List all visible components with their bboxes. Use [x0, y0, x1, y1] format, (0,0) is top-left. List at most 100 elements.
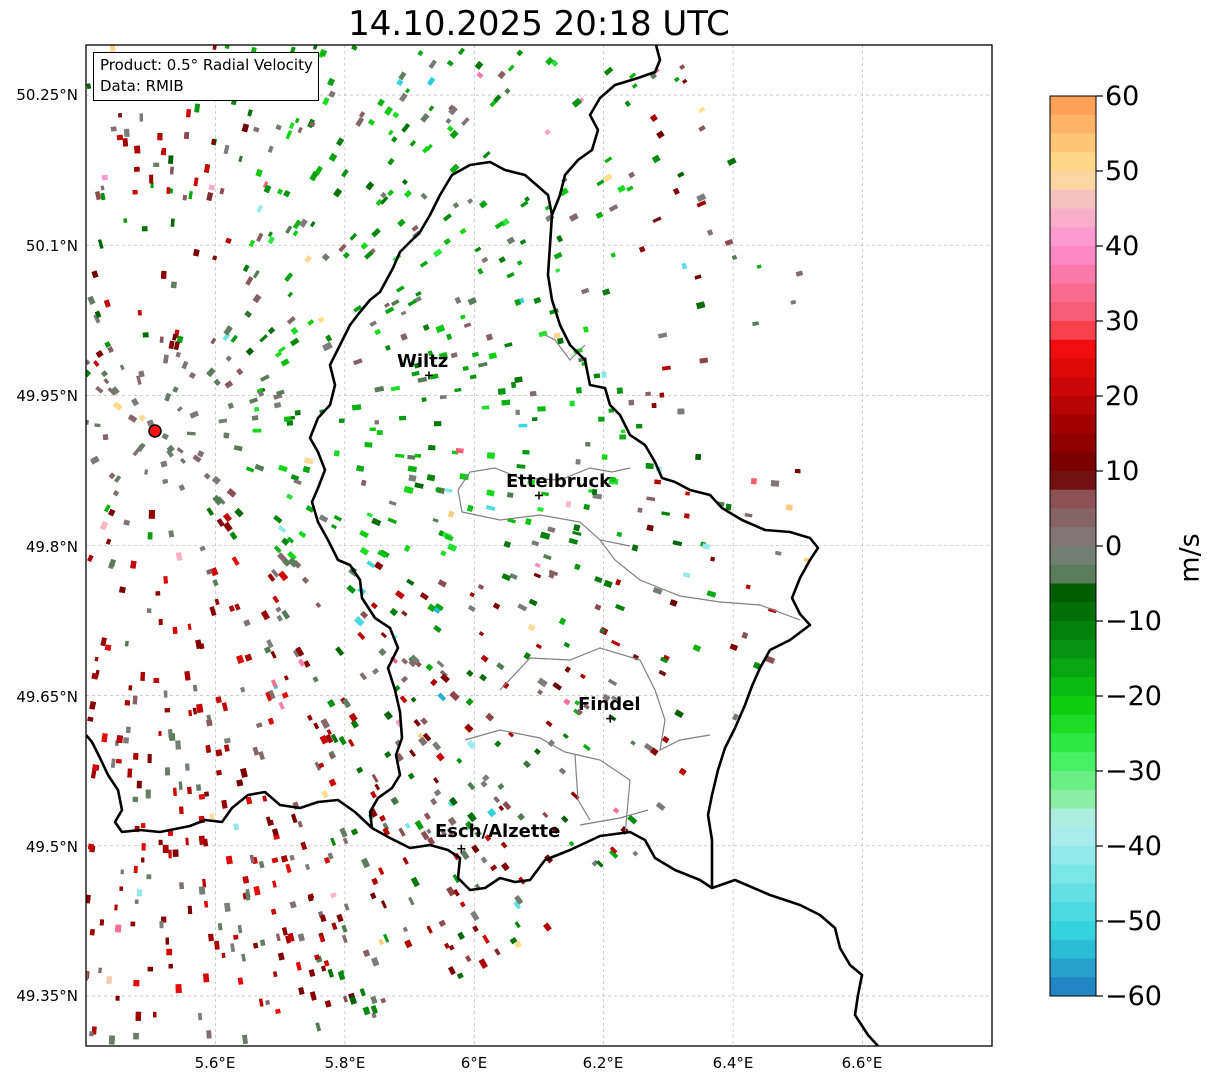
velocity-gate	[182, 194, 188, 201]
velocity-gate	[370, 892, 377, 900]
colorbar-band	[1050, 133, 1096, 153]
velocity-gate	[382, 827, 391, 836]
velocity-gate	[593, 373, 601, 379]
velocity-gate	[399, 92, 408, 103]
velocity-gate	[236, 368, 244, 376]
velocity-gate	[215, 749, 223, 757]
velocity-gate	[384, 751, 392, 759]
velocity-gate	[133, 865, 138, 874]
velocity-gate	[452, 874, 460, 884]
velocity-gate	[333, 515, 342, 522]
velocity-gate	[510, 381, 517, 389]
velocity-gate	[205, 744, 212, 754]
velocity-gate	[673, 76, 680, 83]
velocity-gate	[213, 378, 221, 386]
velocity-gate	[770, 480, 780, 487]
velocity-gate	[422, 732, 432, 742]
velocity-gate	[285, 130, 293, 140]
velocity-gate	[428, 445, 436, 451]
velocity-gate	[384, 106, 393, 116]
colorbar-band	[1050, 471, 1096, 491]
velocity-gate	[444, 534, 454, 542]
colorbar-band	[1050, 546, 1096, 566]
velocity-gate	[490, 864, 498, 872]
velocity-gate	[603, 579, 613, 588]
velocity-gate	[594, 576, 603, 584]
velocity-gate	[699, 357, 709, 364]
velocity-gate	[678, 767, 687, 776]
velocity-gate	[492, 602, 501, 610]
velocity-gate	[275, 124, 282, 131]
velocity-gate	[756, 264, 762, 269]
velocity-gate	[659, 392, 665, 398]
velocity-gate	[470, 910, 480, 922]
velocity-gate	[454, 296, 462, 305]
velocity-gate	[149, 174, 154, 184]
velocity-gate	[533, 572, 542, 579]
velocity-gate	[164, 767, 171, 776]
velocity-gate	[140, 671, 146, 681]
velocity-gate	[698, 125, 706, 132]
velocity-gate	[206, 714, 212, 722]
velocity-gate	[410, 876, 420, 888]
velocity-gate	[131, 397, 139, 407]
velocity-gate	[461, 117, 470, 126]
velocity-gate	[93, 314, 101, 324]
velocity-gate	[471, 351, 479, 358]
velocity-gate	[425, 663, 434, 672]
city-marker	[606, 714, 615, 723]
velocity-gate	[203, 472, 211, 480]
velocity-gate	[371, 227, 381, 238]
velocity-gate	[645, 391, 651, 396]
velocity-gate	[193, 177, 199, 187]
velocity-gate	[277, 188, 283, 195]
velocity-gate	[669, 599, 678, 607]
velocity-gate	[244, 891, 251, 901]
velocity-gate	[411, 370, 420, 377]
velocity-gate	[265, 691, 272, 702]
velocity-gate	[242, 1034, 248, 1045]
velocity-gate	[376, 430, 383, 436]
velocity-gate	[502, 801, 512, 811]
velocity-gate	[570, 791, 580, 800]
colorbar-band	[1050, 508, 1096, 528]
velocity-gate	[158, 839, 163, 846]
velocity-gate	[221, 799, 228, 809]
velocity-gate	[392, 111, 400, 119]
velocity-gate	[173, 341, 180, 351]
velocity-gate	[137, 310, 142, 316]
colorbar-band	[1050, 733, 1096, 753]
colorbar-band	[1050, 396, 1096, 416]
velocity-gate	[366, 512, 373, 518]
velocity-gate	[360, 610, 369, 619]
velocity-gate	[478, 631, 484, 637]
velocity-gate	[286, 493, 294, 500]
velocity-gate	[199, 545, 206, 552]
velocity-gate	[341, 168, 349, 178]
velocity-gate	[370, 1005, 378, 1015]
velocity-gate	[455, 448, 464, 454]
velocity-gate	[325, 334, 333, 342]
velocity-gate	[141, 823, 146, 829]
velocity-gate	[474, 246, 482, 253]
velocity-gate	[654, 479, 662, 485]
velocity-gate	[382, 822, 390, 831]
velocity-gate	[601, 454, 608, 460]
velocity-gate	[262, 181, 269, 189]
velocity-gate	[89, 1031, 94, 1037]
velocity-gate	[651, 154, 661, 164]
velocity-gate	[413, 718, 421, 727]
velocity-gate	[262, 795, 268, 802]
velocity-gate	[374, 783, 381, 791]
velocity-gate	[194, 103, 201, 113]
velocity-gate	[278, 570, 289, 582]
velocity-gate	[456, 972, 464, 980]
velocity-gate	[506, 492, 514, 498]
velocity-gate	[202, 878, 207, 888]
velocity-gate	[359, 111, 366, 118]
velocity-gate	[400, 310, 407, 316]
velocity-gate	[353, 358, 363, 366]
velocity-gate	[248, 239, 256, 248]
velocity-gate	[414, 482, 424, 489]
velocity-gate	[565, 500, 572, 508]
